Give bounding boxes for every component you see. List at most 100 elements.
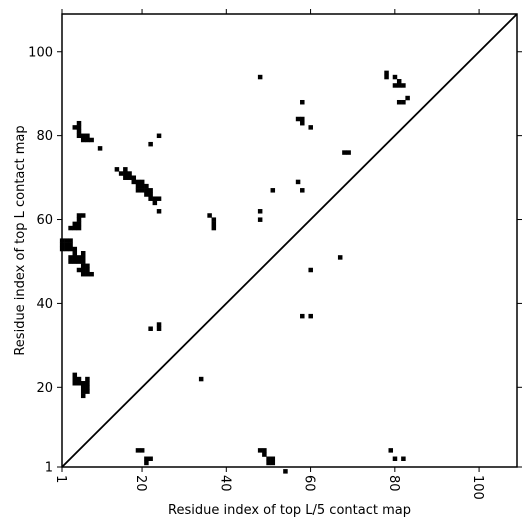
contact-cell (405, 95, 410, 101)
contact-cell (80, 385, 86, 390)
contact-cell (80, 267, 86, 273)
contact-cell (68, 225, 73, 231)
contact-cell (114, 167, 120, 172)
contact-cell (72, 221, 78, 227)
contact-cell (144, 192, 149, 197)
contact-cell (262, 448, 267, 453)
contact-cell (396, 99, 402, 105)
contact-cell (148, 188, 153, 193)
contact-cell (64, 238, 69, 243)
contact-cell (156, 209, 162, 214)
contact-cell (123, 175, 128, 180)
contact-cell (139, 188, 145, 193)
contact-cell (156, 322, 162, 327)
contact-cell (123, 171, 128, 176)
contact-cell (80, 137, 86, 143)
contact-cell (72, 259, 78, 264)
contact-cell (135, 179, 141, 185)
contact-cell (80, 250, 86, 256)
contact-cell (76, 129, 82, 134)
contact-cell (308, 267, 313, 273)
contact-cell (80, 133, 86, 139)
contact-cell (89, 271, 94, 277)
contact-cell (72, 246, 78, 252)
contact-cell (211, 221, 217, 227)
contact-cell (295, 179, 301, 185)
contact-cell (68, 238, 73, 243)
contact-cell (97, 146, 103, 151)
y-tick-label: 1 (45, 461, 53, 476)
contact-cell (346, 150, 351, 155)
contact-cell (384, 70, 389, 76)
contact-cell (76, 381, 82, 386)
contact-cell (148, 141, 153, 147)
contact-cell (392, 83, 398, 88)
contact-cell (295, 116, 301, 122)
contact-cell (156, 196, 162, 201)
contact-cell (396, 79, 402, 84)
contact-cell (270, 188, 276, 193)
contact-cell (148, 456, 153, 461)
contact-cell (68, 255, 73, 260)
contact-cell (80, 263, 86, 269)
contact-cell (85, 271, 90, 277)
contact-cell (401, 99, 406, 105)
contact-cell (76, 255, 82, 260)
x-tick-label: 80 (386, 475, 401, 492)
contact-cell (131, 175, 137, 180)
contact-cell (80, 255, 86, 260)
contact-cell (72, 125, 78, 130)
contact-cell (156, 133, 162, 139)
plot-frame (61, 13, 518, 468)
contact-cell (76, 267, 82, 273)
contact-cell (72, 372, 78, 378)
contact-cell (64, 242, 69, 248)
contact-cell (148, 326, 153, 331)
contact-cell (85, 267, 90, 273)
contact-cell (300, 120, 305, 126)
contact-cell (300, 313, 305, 319)
contact-cell (257, 217, 263, 222)
contact-cell (123, 167, 128, 172)
x-tick-label: 60 (302, 475, 317, 492)
contact-cell (85, 376, 90, 382)
y-tick-label: 100 (28, 45, 53, 60)
contact-cell (80, 389, 86, 394)
contact-cell (144, 188, 149, 193)
diagonal-line (61, 13, 518, 468)
contact-cell (308, 125, 313, 130)
contact-cell (211, 217, 217, 222)
x-axis-label: Residue index of top L/5 contact map (168, 503, 411, 518)
contact-cell (80, 393, 86, 399)
y-tick-label: 20 (36, 381, 53, 396)
contact-cell (308, 313, 313, 319)
contact-cell (337, 255, 343, 260)
contact-cell (257, 209, 263, 214)
contact-cell (135, 183, 141, 189)
contact-cell (85, 137, 90, 143)
contact-cell (257, 448, 263, 453)
contact-cell (139, 179, 145, 185)
contact-cell (72, 381, 78, 386)
contact-cell (85, 381, 90, 386)
x-tick-label: 20 (133, 475, 148, 492)
contact-cell (118, 171, 124, 176)
contact-cell (72, 225, 78, 231)
contact-cell (152, 196, 158, 201)
contact-cell (401, 83, 406, 88)
contact-cell (144, 183, 149, 189)
contact-cell (85, 133, 90, 139)
contact-cell (262, 452, 267, 457)
contact-cell (198, 376, 204, 382)
contact-cell (152, 200, 158, 206)
contact-cell (384, 74, 389, 80)
x-tick-label: 1 (53, 475, 68, 483)
contact-cell (148, 196, 153, 201)
contact-cell (76, 259, 82, 264)
contact-cell (68, 259, 73, 264)
contact-cell (72, 250, 78, 256)
contact-cell (68, 242, 73, 248)
contact-cell (68, 246, 73, 252)
contact-cell (266, 460, 271, 466)
